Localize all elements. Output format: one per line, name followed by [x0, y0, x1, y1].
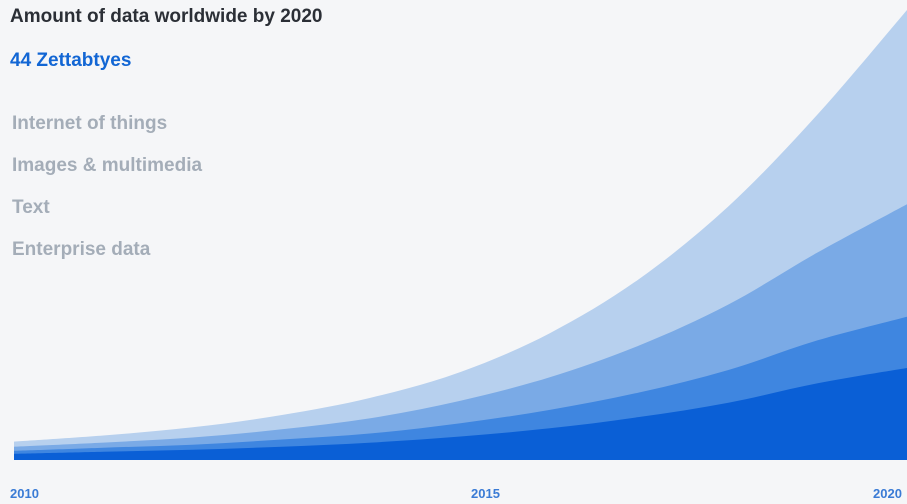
x-tick-2010: 2010	[10, 486, 39, 501]
legend-item-images-multimedia: Images & multimedia	[12, 155, 203, 176]
x-tick-2015: 2015	[471, 486, 500, 501]
legend-item-text: Text	[12, 197, 50, 218]
legend-item-internet-of-things: Internet of things	[12, 113, 168, 134]
x-tick-2020: 2020	[873, 486, 902, 501]
chart-title: Amount of data worldwide by 2020	[10, 6, 323, 27]
legend: Internet of things Images & multimedia T…	[12, 112, 202, 280]
legend-item-enterprise-data: Enterprise data	[12, 239, 151, 260]
area-enterprise-data	[14, 368, 907, 460]
chart-subtitle: 44 Zettabtyes	[10, 50, 132, 71]
